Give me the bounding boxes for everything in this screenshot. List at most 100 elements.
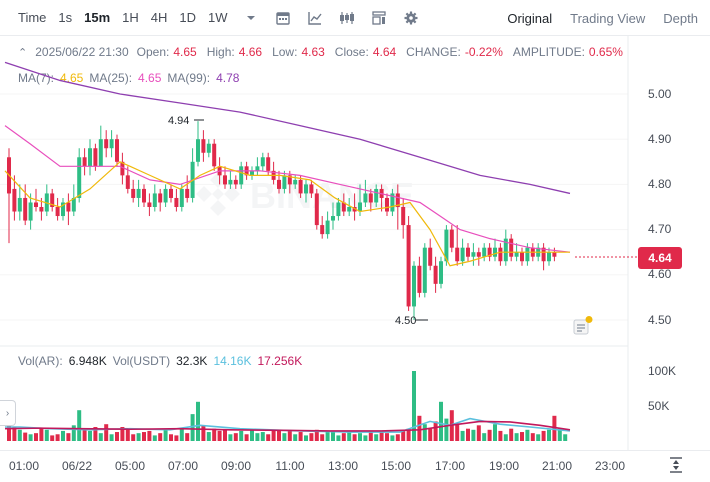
volume-bar — [482, 433, 487, 441]
candle — [368, 188, 373, 212]
candle — [185, 175, 190, 203]
notes-icon[interactable] — [572, 316, 594, 336]
volume-bar — [514, 433, 519, 441]
scroll-to-latest-icon[interactable] — [668, 455, 684, 475]
volume-bar — [271, 430, 276, 441]
interval-15m[interactable]: 15m — [84, 9, 111, 25]
volume-bar — [77, 410, 82, 441]
candlestick-type-icon[interactable] — [336, 0, 358, 36]
current-price-tag: 4.64 — [638, 247, 682, 269]
candle — [460, 238, 465, 266]
volume-bar — [471, 429, 476, 441]
candle — [482, 243, 487, 262]
volume-bar — [158, 433, 163, 441]
volume-bar — [109, 434, 114, 441]
view-depth[interactable]: Depth — [663, 10, 698, 26]
volume-bar — [520, 432, 524, 441]
volume-bar — [466, 428, 470, 441]
vol-ma1-value: 14.16K — [213, 354, 252, 368]
candle — [17, 184, 22, 221]
candle — [233, 175, 238, 189]
volume-bar — [358, 433, 362, 441]
candle — [422, 243, 427, 298]
interval-1s[interactable]: 1s — [58, 9, 73, 25]
volume-bar — [169, 434, 173, 441]
price-tick-450: 4.50 — [648, 313, 672, 327]
interval-1w[interactable]: 1W — [208, 9, 228, 25]
volume-bar — [55, 434, 60, 441]
volume-bar — [385, 433, 389, 441]
candle — [309, 179, 314, 198]
volume-legend: Vol(AR): 6.948K Vol(USDT) 32.3K 14.16K 1… — [18, 354, 308, 368]
volume-bar — [390, 435, 395, 441]
ma25-line — [4, 125, 571, 253]
volume-bar — [185, 433, 190, 441]
volume-bar — [82, 428, 87, 441]
time-tick: 09:00 — [220, 459, 252, 473]
volume-bar — [368, 432, 373, 441]
candle — [390, 188, 395, 217]
candle — [401, 197, 406, 239]
indicator-icon[interactable] — [304, 0, 326, 36]
time-tick: 17:00 — [434, 459, 466, 473]
candle — [298, 175, 303, 198]
candle — [358, 184, 362, 217]
collapse-chevron-icon[interactable]: ⌃ — [18, 46, 28, 59]
open-value: 4.65 — [173, 45, 197, 59]
low-label: Low: — [272, 45, 298, 59]
volume-bar — [557, 428, 562, 441]
time-tick: 21:00 — [541, 459, 573, 473]
candle — [503, 229, 508, 266]
volume-bar — [50, 435, 55, 441]
view-original[interactable]: Original — [507, 10, 553, 26]
volume-bar — [239, 430, 244, 441]
ma99-value: 4.78 — [216, 71, 240, 85]
view-trading-view[interactable]: Trading View — [570, 10, 646, 26]
price-tick-490: 4.90 — [648, 132, 672, 146]
amplitude-label: AMPLITUDE: — [512, 45, 585, 59]
chart-toolbar: Time 1s 15m 1H 4H 1D 1W Original Trading… — [0, 0, 710, 36]
candle — [331, 202, 335, 230]
ma25-value: 4.65 — [138, 71, 162, 85]
time-button[interactable]: Time — [18, 9, 47, 25]
candle — [255, 157, 260, 176]
interval-4h[interactable]: 4H — [150, 9, 168, 25]
volume-bar — [552, 415, 557, 441]
volume-bar — [541, 430, 546, 441]
volume-tick-50k: 50K — [648, 399, 670, 413]
ma25-label: MA(25): — [89, 71, 133, 85]
candle — [509, 234, 514, 262]
candle — [169, 184, 173, 203]
volume-bar — [266, 434, 271, 441]
interval-1h[interactable]: 1H — [122, 9, 139, 25]
candle — [206, 139, 211, 158]
volume-bar — [228, 434, 233, 441]
volume-bar — [379, 430, 384, 441]
low-marker-label: 4.50 — [395, 315, 416, 327]
candle — [212, 139, 217, 171]
interval-1d[interactable]: 1D — [179, 9, 197, 25]
candle — [98, 125, 103, 167]
candle — [406, 216, 411, 311]
expand-chevron-icon[interactable]: › — [0, 400, 16, 426]
candle — [158, 188, 163, 212]
volume-bar — [412, 371, 416, 441]
high-label: High: — [206, 45, 235, 59]
volume-bar — [217, 430, 222, 441]
volume-bar — [347, 430, 352, 441]
candle — [131, 179, 136, 203]
settings-gear-icon[interactable] — [400, 0, 422, 36]
template-icon[interactable] — [368, 0, 390, 36]
candle — [541, 243, 546, 271]
chevron-down-icon[interactable] — [240, 0, 262, 36]
change-value: -0.22% — [464, 45, 503, 59]
volume-bar — [179, 427, 184, 441]
ma7-line — [4, 161, 570, 267]
candle — [341, 193, 346, 217]
volume-bar — [66, 433, 71, 441]
calendar-icon[interactable] — [272, 0, 294, 36]
price-chart[interactable]: 4.94 4.50 — [0, 36, 710, 450]
candle — [449, 225, 454, 253]
candle — [136, 179, 141, 207]
candle — [163, 184, 168, 207]
